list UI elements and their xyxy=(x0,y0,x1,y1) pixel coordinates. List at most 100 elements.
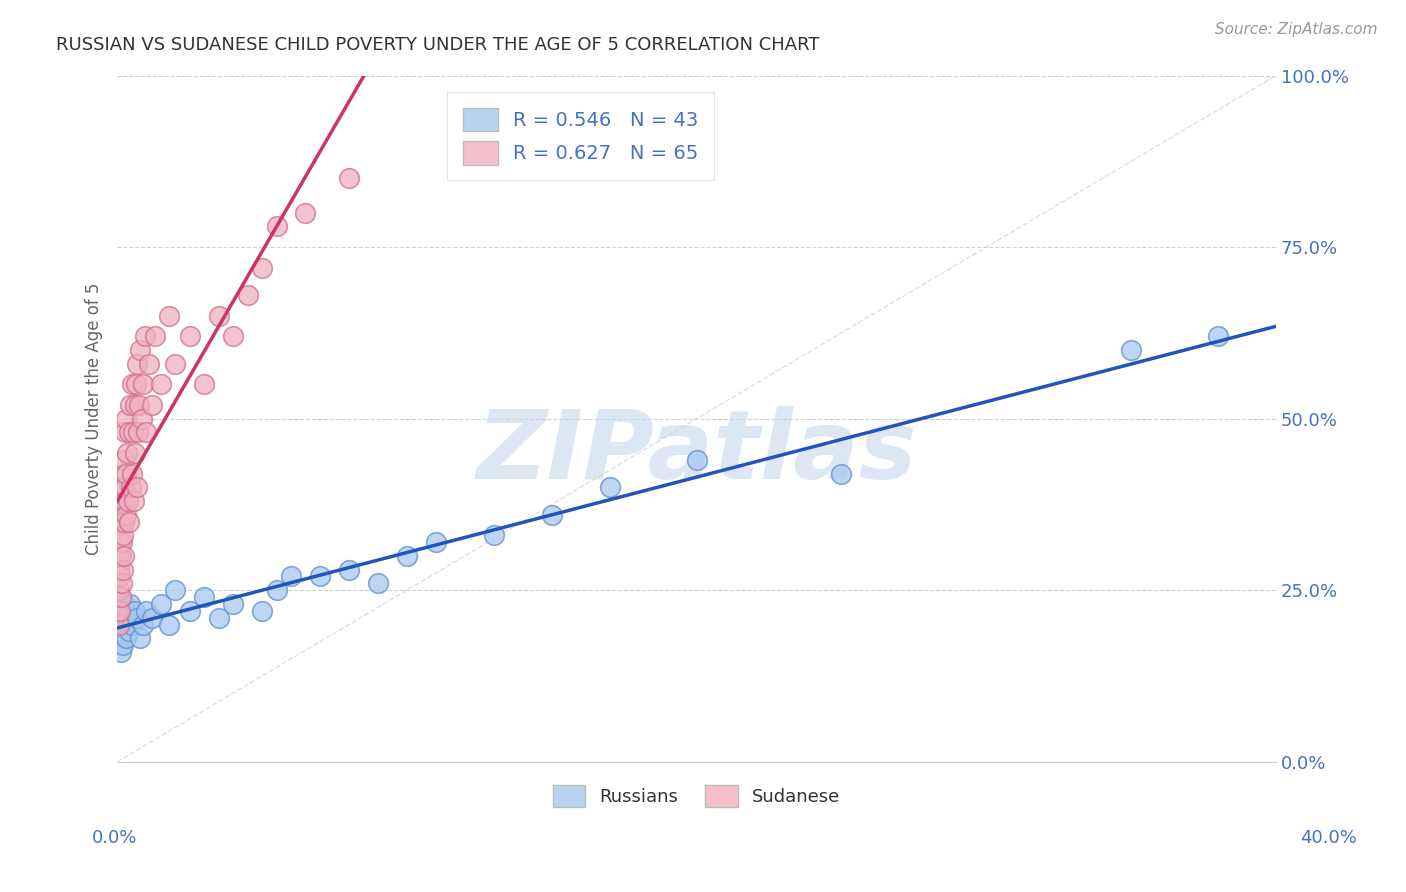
Point xyxy=(110,645,132,659)
Point xyxy=(118,515,141,529)
Point xyxy=(250,260,273,275)
Y-axis label: Child Poverty Under the Age of 5: Child Poverty Under the Age of 5 xyxy=(86,283,103,555)
Point xyxy=(165,357,187,371)
Point xyxy=(108,632,131,646)
Point xyxy=(132,377,155,392)
Point xyxy=(132,617,155,632)
Point xyxy=(121,617,143,632)
Point xyxy=(118,624,141,639)
Point xyxy=(157,309,180,323)
Point xyxy=(124,398,146,412)
Point xyxy=(149,377,172,392)
Point xyxy=(121,467,143,481)
Point xyxy=(111,535,134,549)
Point xyxy=(120,480,142,494)
Point xyxy=(127,425,149,440)
Point xyxy=(367,576,389,591)
Point xyxy=(115,411,138,425)
Point xyxy=(193,590,215,604)
Point xyxy=(135,425,157,440)
Point xyxy=(280,569,302,583)
Point xyxy=(120,398,142,412)
Point xyxy=(110,590,132,604)
Point xyxy=(149,597,172,611)
Point xyxy=(222,597,245,611)
Point xyxy=(108,515,131,529)
Point xyxy=(110,549,132,563)
Point xyxy=(111,467,134,481)
Point xyxy=(337,563,360,577)
Point xyxy=(127,357,149,371)
Point xyxy=(122,494,145,508)
Point xyxy=(127,610,149,624)
Point xyxy=(111,638,134,652)
Point xyxy=(250,604,273,618)
Point xyxy=(124,604,146,618)
Point xyxy=(141,610,163,624)
Point xyxy=(165,583,187,598)
Point xyxy=(157,617,180,632)
Point xyxy=(266,583,288,598)
Point xyxy=(1206,329,1229,343)
Point xyxy=(131,411,153,425)
Point xyxy=(110,576,132,591)
Point xyxy=(266,219,288,234)
Point xyxy=(222,329,245,343)
Point xyxy=(111,528,134,542)
Point xyxy=(117,446,139,460)
Point xyxy=(111,480,134,494)
Point xyxy=(125,480,148,494)
Point xyxy=(107,604,129,618)
Point xyxy=(108,604,131,618)
Point xyxy=(107,604,129,618)
Text: RUSSIAN VS SUDANESE CHILD POVERTY UNDER THE AGE OF 5 CORRELATION CHART: RUSSIAN VS SUDANESE CHILD POVERTY UNDER … xyxy=(56,36,820,54)
Point xyxy=(1119,343,1142,357)
Point xyxy=(108,569,131,583)
Point xyxy=(685,452,707,467)
Point xyxy=(138,357,160,371)
Point xyxy=(114,480,136,494)
Point xyxy=(425,535,447,549)
Point xyxy=(143,329,166,343)
Point xyxy=(115,467,138,481)
Point xyxy=(112,597,135,611)
Point xyxy=(134,329,156,343)
Point xyxy=(540,508,562,522)
Legend: Russians, Sudanese: Russians, Sudanese xyxy=(546,778,848,814)
Point xyxy=(115,508,138,522)
Point xyxy=(110,494,132,508)
Point xyxy=(114,604,136,618)
Point xyxy=(207,610,229,624)
Point xyxy=(121,377,143,392)
Point xyxy=(111,563,134,577)
Text: Source: ZipAtlas.com: Source: ZipAtlas.com xyxy=(1215,22,1378,37)
Point xyxy=(117,494,139,508)
Point xyxy=(108,617,131,632)
Point xyxy=(135,604,157,618)
Point xyxy=(193,377,215,392)
Point xyxy=(107,583,129,598)
Point xyxy=(236,288,259,302)
Point xyxy=(128,398,150,412)
Point xyxy=(482,528,505,542)
Point xyxy=(124,446,146,460)
Point xyxy=(141,398,163,412)
Point xyxy=(207,309,229,323)
Point xyxy=(129,632,152,646)
Point xyxy=(120,597,142,611)
Point xyxy=(111,610,134,624)
Point xyxy=(125,377,148,392)
Point xyxy=(110,624,132,639)
Point xyxy=(129,343,152,357)
Point xyxy=(599,480,621,494)
Point xyxy=(114,515,136,529)
Point xyxy=(108,617,131,632)
Point xyxy=(830,467,852,481)
Point xyxy=(108,549,131,563)
Point xyxy=(118,425,141,440)
Point xyxy=(114,425,136,440)
Text: 40.0%: 40.0% xyxy=(1301,829,1357,847)
Point xyxy=(115,632,138,646)
Text: ZIPatlas: ZIPatlas xyxy=(477,407,917,500)
Point xyxy=(110,535,132,549)
